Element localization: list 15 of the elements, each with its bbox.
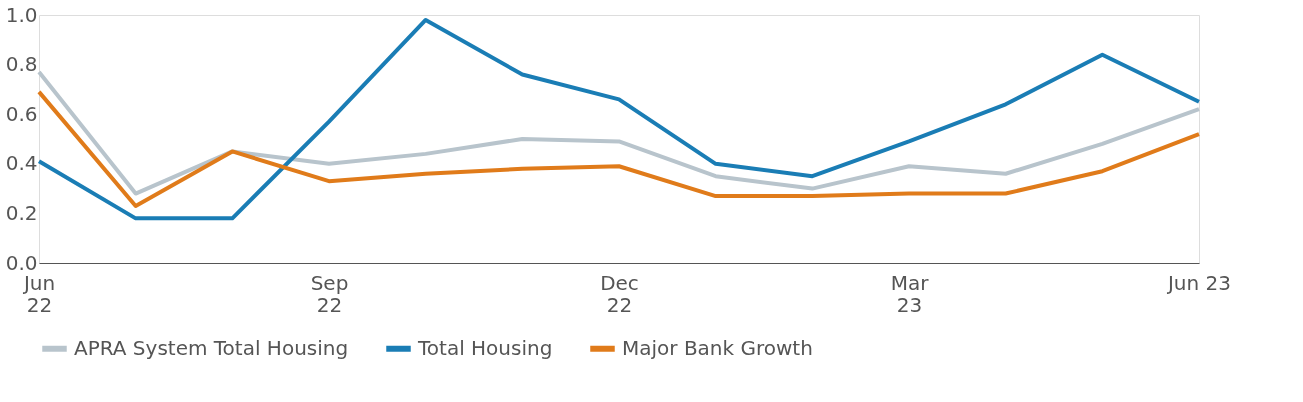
x-tick-label: Jun 23 <box>1165 270 1232 295</box>
line-series <box>37 89 1201 208</box>
line-series <box>37 17 1201 221</box>
line-series <box>37 70 1201 196</box>
legend-label: Total Housing <box>417 335 553 360</box>
x-tick-label: Sep 22 <box>310 270 349 317</box>
y-tick-label: 0.4 <box>5 151 38 176</box>
legend-label: APRA System Total Housing <box>74 335 349 360</box>
y-tick-label: 0.8 <box>5 52 38 77</box>
y-tick-label: 1.0 <box>5 2 38 27</box>
legend-label: Major Bank Growth <box>622 335 813 360</box>
y-tick-label: 0.6 <box>5 101 38 126</box>
x-tick-label: Dec 22 <box>600 270 639 317</box>
x-tick-label: Mar 23 <box>890 270 930 317</box>
y-tick-label: 0.2 <box>5 200 38 225</box>
